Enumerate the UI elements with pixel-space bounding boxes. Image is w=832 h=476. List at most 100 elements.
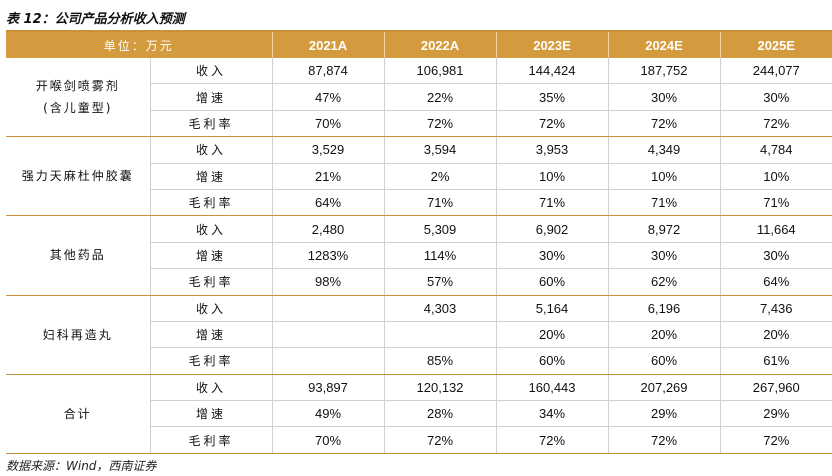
metric-label-cell: 增速 [150,163,273,190]
value-cell: 64% [272,189,385,217]
value-cell: 30% [720,83,832,111]
value-cell: 60% [496,347,609,375]
value-cell [272,321,385,349]
value-cell [272,295,385,322]
value-cell: 21% [272,163,385,190]
table-row: 增速 21% 2% 10% 10% 10% [6,163,832,190]
table-row: 毛利率 70% 72% 72% 72% 72% [6,110,832,138]
source-note: 数据来源：Wind，西南证券 [6,459,157,473]
value-cell: 72% [496,110,609,138]
table-row: 增速 47% 22% 35% 30% 30% [6,83,832,111]
value-cell: 20% [496,321,609,349]
table-title: 表 12：公司产品分析收入预测 [6,12,185,27]
value-cell: 207,269 [608,374,721,402]
value-cell: 29% [608,400,721,428]
value-cell: 28% [384,400,497,428]
value-cell: 64% [720,268,832,296]
value-cell: 5,164 [496,295,609,322]
table-row: 增速 20% 20% 20% [6,321,832,349]
value-cell: 1283% [272,242,385,270]
value-cell: 29% [720,400,832,428]
year-header: 2023E [496,32,609,58]
value-cell: 93,897 [272,374,385,402]
value-cell: 10% [720,163,832,190]
value-cell: 5,309 [384,215,497,243]
value-cell: 35% [496,83,609,111]
value-cell: 160,443 [496,374,609,402]
value-cell: 71% [608,189,721,217]
header-row: 单位：万元 2021A 2022A 2023E 2024E 2025E [6,32,832,58]
metric-label-cell: 收入 [150,58,273,85]
product-name-line: 妇科再造丸 [42,327,113,342]
value-cell: 3,594 [384,136,497,164]
value-cell: 120,132 [384,374,497,402]
product-name-cell: 强力天麻杜仲胶囊 [6,136,151,217]
metric-label-cell: 增速 [150,83,273,111]
metric-label-cell: 毛利率 [150,268,273,296]
value-cell: 22% [384,83,497,111]
value-cell: 47% [272,83,385,111]
value-cell: 20% [608,321,721,349]
value-cell [384,321,497,349]
product-name-cell: 合计 [6,374,151,454]
table-body: 开喉剑喷雾剂 (含儿童型) 收入 87,874 106,981 144,424 187,75… [6,58,832,454]
value-cell: 30% [608,242,721,270]
value-cell: 34% [496,400,609,428]
table-row: 妇科再造丸 收入 4,303 5,164 6,196 7,436 [6,295,832,375]
value-cell: 62% [608,268,721,296]
metric-label-cell: 收入 [150,374,273,402]
value-cell: 2,480 [272,215,385,243]
value-cell [272,347,385,375]
value-cell: 144,424 [496,58,609,85]
value-cell: 6,196 [608,295,721,322]
value-cell: 4,303 [384,295,497,322]
value-cell: 72% [384,426,497,454]
product-name-line: 合计 [63,406,92,421]
value-cell: 106,981 [384,58,497,85]
metric-label-cell: 毛利率 [150,426,273,454]
table-row: 毛利率 70% 72% 72% 72% 72% [6,426,832,454]
metric-label-cell: 毛利率 [150,110,273,138]
value-cell: 2% [384,163,497,190]
table-row: 毛利率 98% 57% 60% 62% 64% [6,268,832,296]
value-cell: 57% [384,268,497,296]
value-cell: 60% [496,268,609,296]
table-row: 毛利率 85% 60% 60% 61% [6,347,832,375]
table-row: 增速 1283% 114% 30% 30% 30% [6,242,832,270]
table-row: 毛利率 64% 71% 71% 71% 71% [6,189,832,217]
value-cell: 72% [496,426,609,454]
unit-header: 单位：万元 [6,32,273,58]
metric-label-cell: 增速 [150,242,273,270]
metric-label-cell: 增速 [150,321,273,349]
value-cell: 72% [720,426,832,454]
table-row: 增速 49% 28% 34% 29% 29% [6,400,832,428]
metric-label-cell: 增速 [150,400,273,428]
value-cell: 72% [608,426,721,454]
value-cell: 85% [384,347,497,375]
value-cell: 4,349 [608,136,721,164]
value-cell: 70% [272,110,385,138]
value-cell: 70% [272,426,385,454]
value-cell: 187,752 [608,58,721,85]
value-cell: 3,529 [272,136,385,164]
value-cell: 244,077 [720,58,832,85]
top-rule [6,30,832,32]
product-name-line: 强力天麻杜仲胶囊 [21,169,134,184]
product-name-line: (含儿童型) [43,101,113,116]
value-cell: 60% [608,347,721,375]
metric-label-cell: 收入 [150,215,273,243]
product-name-line: 其他药品 [49,248,106,263]
product-name-cell: 妇科再造丸 [6,295,151,375]
table-row: 其他药品 收入 2,480 5,309 6,902 8,972 11,664 [6,215,832,296]
value-cell: 11,664 [720,215,832,243]
value-cell: 30% [608,83,721,111]
product-name-cell: 开喉剑喷雾剂 (含儿童型) [6,58,151,138]
metric-label-cell: 毛利率 [150,189,273,217]
year-header: 2021A [272,32,385,58]
value-cell: 72% [384,110,497,138]
value-cell: 87,874 [272,58,385,85]
value-cell: 114% [384,242,497,270]
metric-label-cell: 毛利率 [150,347,273,375]
metric-label-cell: 收入 [150,295,273,322]
value-cell: 10% [608,163,721,190]
